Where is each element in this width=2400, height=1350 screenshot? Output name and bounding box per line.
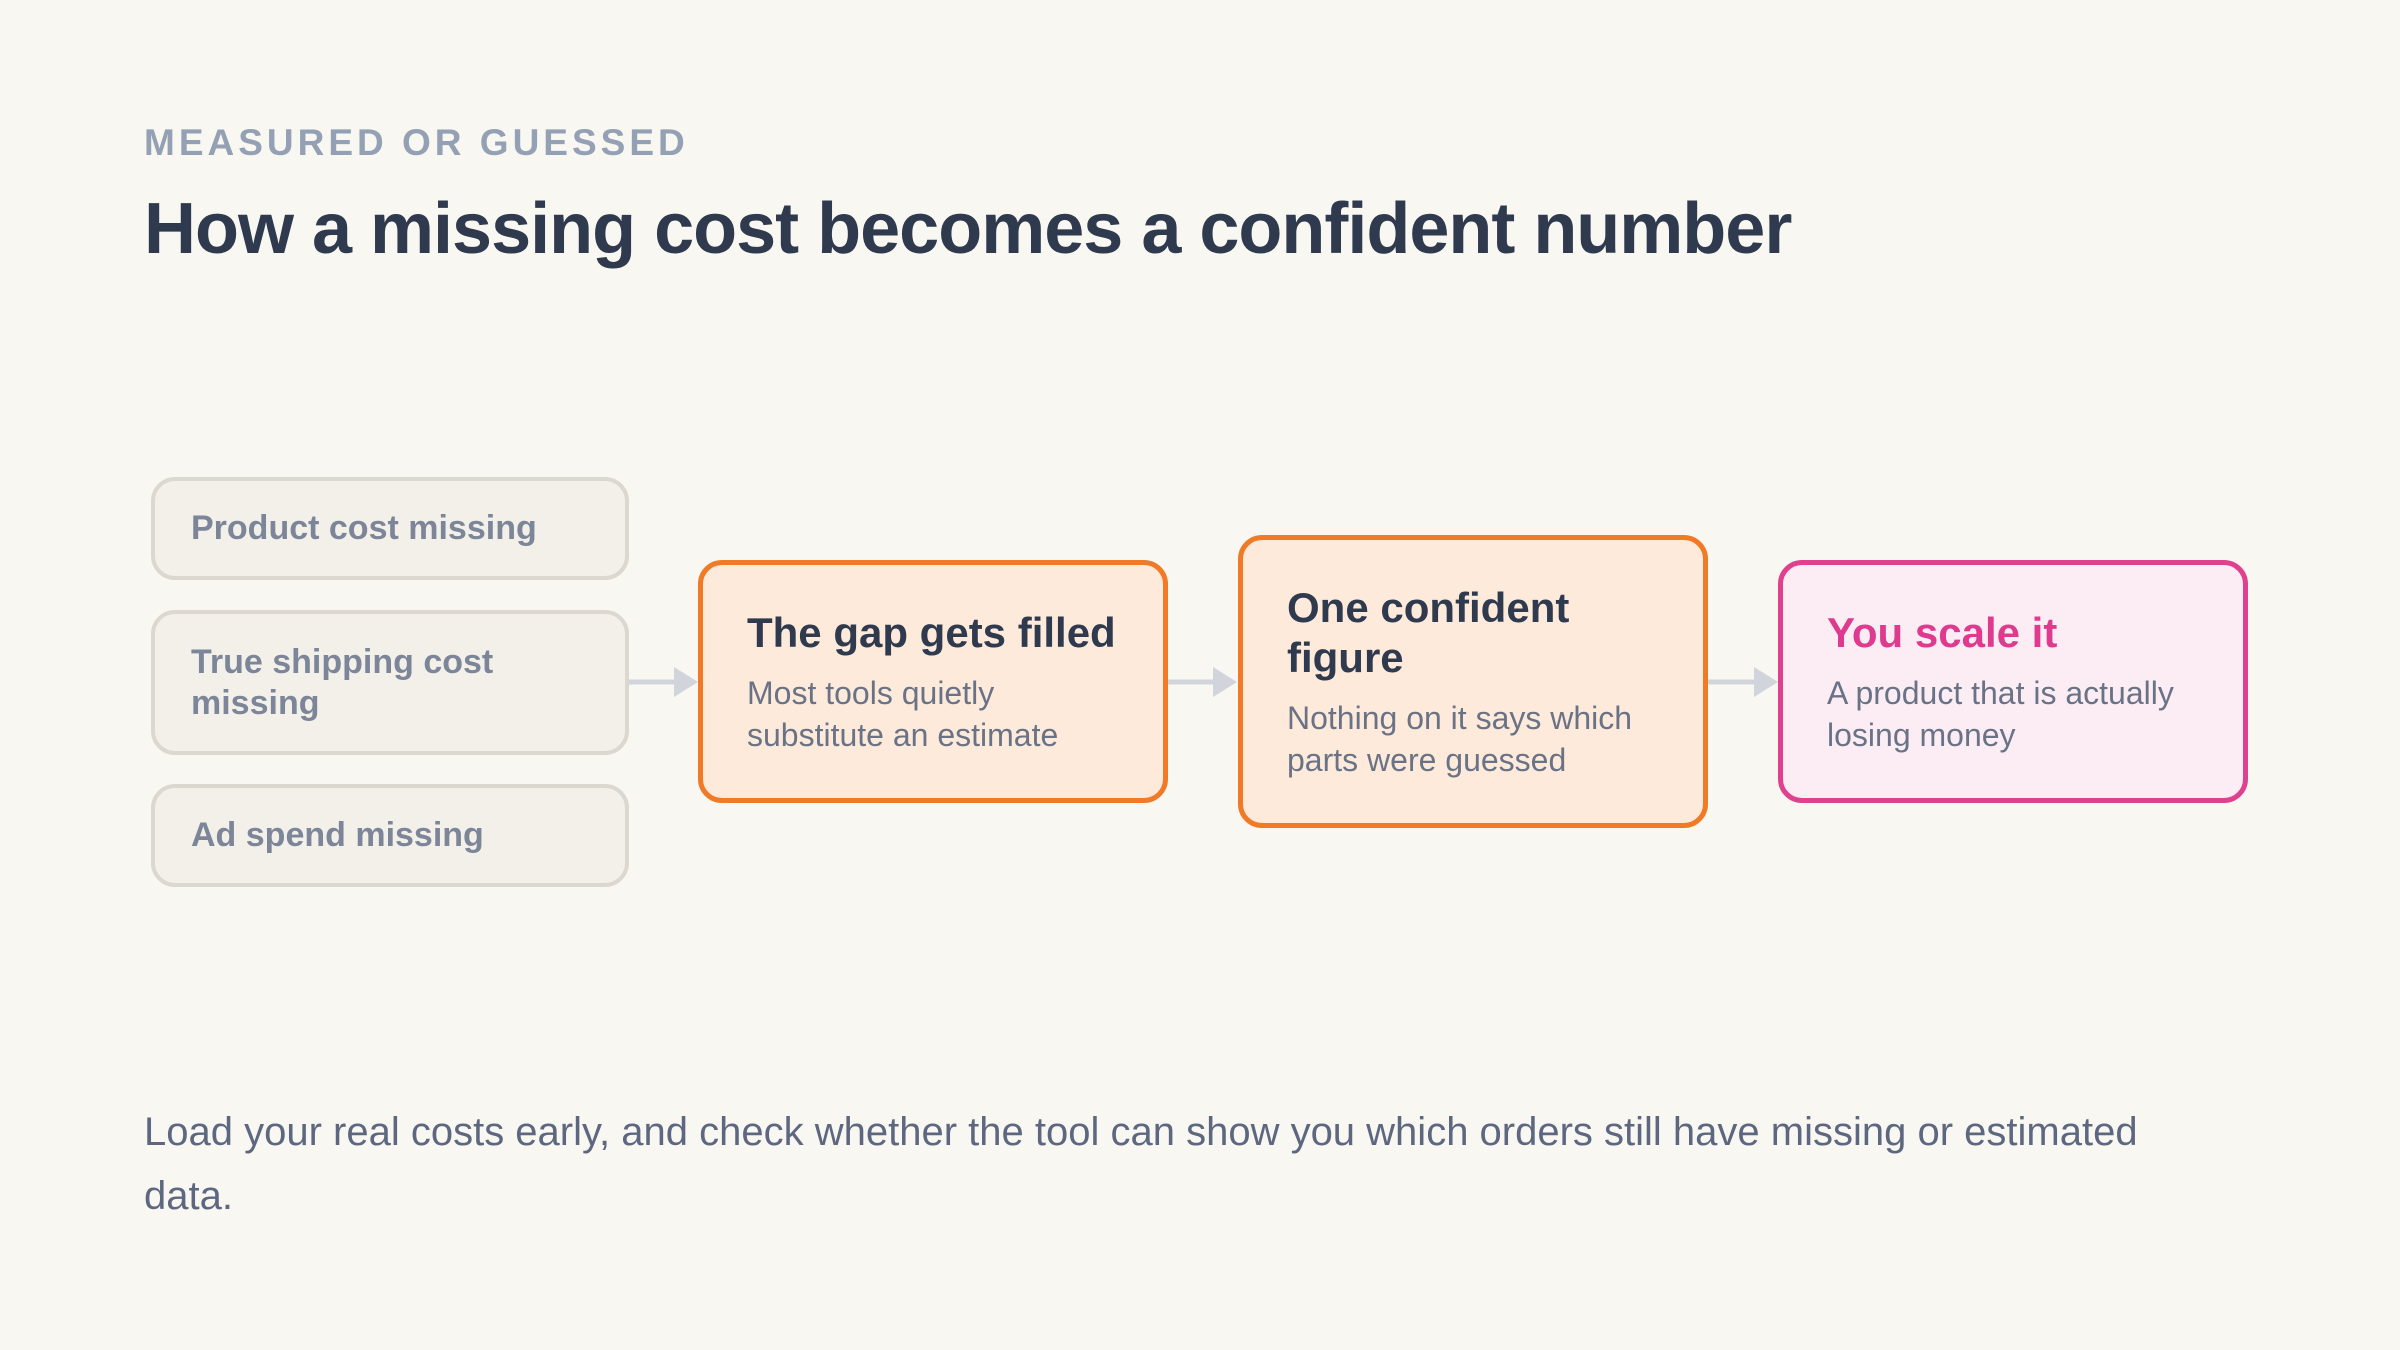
arrow-head-inputs-to-gap bbox=[674, 667, 698, 697]
input-product-cost-missing: Product cost missing bbox=[151, 477, 629, 580]
footer-note: Load your real costs early, and check wh… bbox=[144, 1110, 2138, 1218]
eyebrow-label: MEASURED OR GUESSED bbox=[144, 122, 689, 163]
step-description: Most tools quietly substitute an estimat… bbox=[747, 674, 1059, 753]
step-title: One confident figure bbox=[1287, 583, 1570, 681]
step-confident-figure: One confident figure Nothing on it says … bbox=[1238, 535, 1708, 828]
input-label: True shipping cost missing bbox=[191, 642, 494, 722]
step-title: The gap gets filled bbox=[747, 608, 1116, 656]
step-title: You scale it bbox=[1827, 608, 2058, 656]
arrow-head-figure-to-scale bbox=[1754, 667, 1778, 697]
step-gap-filled: The gap gets filled Most tools quietly s… bbox=[698, 560, 1168, 803]
arrow-head-gap-to-figure bbox=[1213, 667, 1237, 697]
step-description: Nothing on it says which parts were gues… bbox=[1287, 699, 1633, 778]
step-description: A product that is actually losing money bbox=[1827, 674, 2174, 753]
input-ad-spend-missing: Ad spend missing bbox=[151, 784, 629, 887]
page-title: How a missing cost becomes a confident n… bbox=[144, 189, 1792, 269]
step-scale-it: You scale it A product that is actually … bbox=[1778, 560, 2248, 803]
input-shipping-cost-missing: True shipping cost missing bbox=[151, 610, 629, 755]
input-label: Product cost missing bbox=[191, 509, 537, 547]
input-label: Ad spend missing bbox=[191, 816, 484, 854]
